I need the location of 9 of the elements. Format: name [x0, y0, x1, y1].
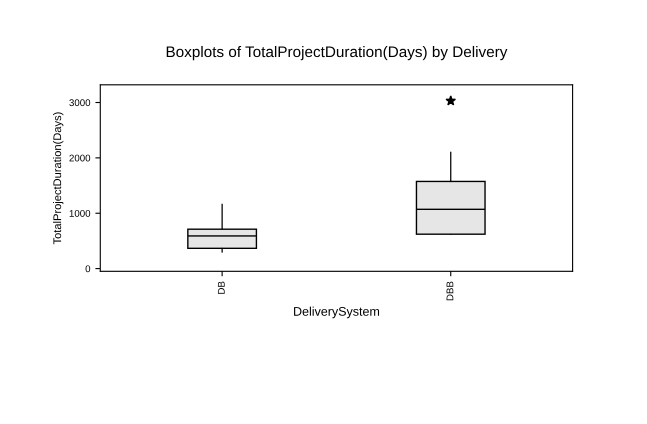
- y-tick-label: 2000: [69, 154, 90, 162]
- x-tick-label: DBB: [446, 282, 454, 300]
- y-axis-title: TotalProjectDuration(Days): [53, 112, 64, 244]
- chart-title: Boxplots of TotalProjectDuration(Days) by Delivery: [166, 46, 508, 60]
- y-tick-label: 3000: [69, 99, 90, 106]
- x-tick-label: DB: [218, 282, 225, 294]
- y-tick-label: 0: [86, 265, 90, 272]
- x-axis-title: DeliverySystem: [294, 306, 380, 318]
- y-tick-label: 1000: [70, 210, 90, 217]
